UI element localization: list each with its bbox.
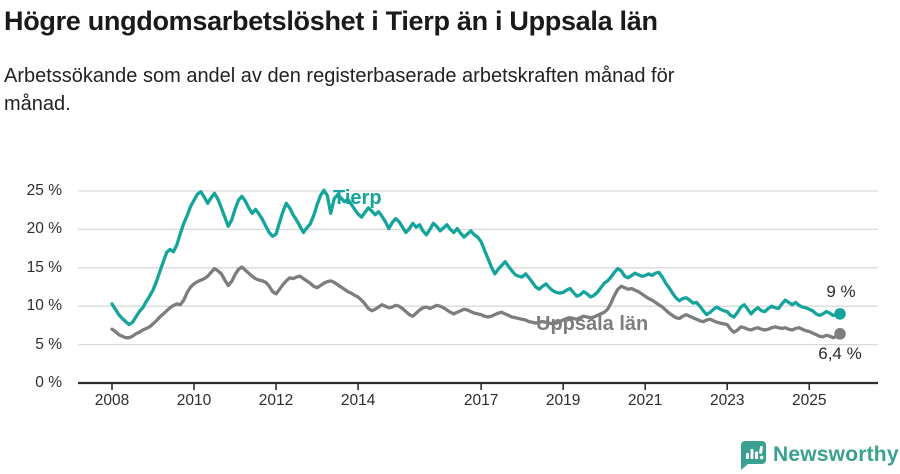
- y-tick-label: 15 %: [26, 258, 62, 276]
- x-tick-label: 2023: [709, 392, 745, 409]
- x-tick-label: 2021: [627, 392, 663, 409]
- bar-3: [755, 451, 758, 459]
- y-tick-label: 10 %: [26, 297, 62, 315]
- y-tick-label: 25 %: [26, 182, 62, 199]
- y-tick-label: 5 %: [35, 335, 62, 353]
- chart-subtitle: Arbetssökande som andel av den registerb…: [4, 65, 675, 116]
- bar-1: [746, 453, 749, 459]
- x-tick-label: 2019: [545, 392, 581, 409]
- exclamation-dot: [759, 455, 764, 460]
- x-tick-label: 2012: [258, 392, 294, 409]
- x-tick-label: 2008: [94, 392, 130, 409]
- series-label-uppsala-lan: Uppsala län: [536, 313, 649, 335]
- x-tick-label: 2014: [340, 392, 376, 409]
- x-tick-label: 2017: [463, 392, 499, 409]
- bar-2: [750, 449, 754, 459]
- newsworthy-logo[interactable]: Newsworthy: [738, 438, 899, 471]
- end-value-label-tierp: 9 %: [826, 282, 856, 301]
- newsworthy-wordmark: Newsworthy: [773, 442, 899, 466]
- y-tick-label: 0 %: [35, 374, 62, 391]
- exclamation-stem: [759, 446, 763, 454]
- x-tick-label: 2025: [791, 392, 827, 409]
- x-tick-label: 2010: [176, 392, 212, 409]
- series-label-tierp: Tierp: [333, 187, 382, 209]
- newsworthy-icon: [741, 441, 766, 470]
- y-tick-label: 20 %: [26, 220, 62, 238]
- end-value-label-uppsala-lan: 6,4 %: [818, 344, 862, 363]
- page-title: Högre ungdomsarbetslöshet i Tierp än i U…: [4, 6, 658, 36]
